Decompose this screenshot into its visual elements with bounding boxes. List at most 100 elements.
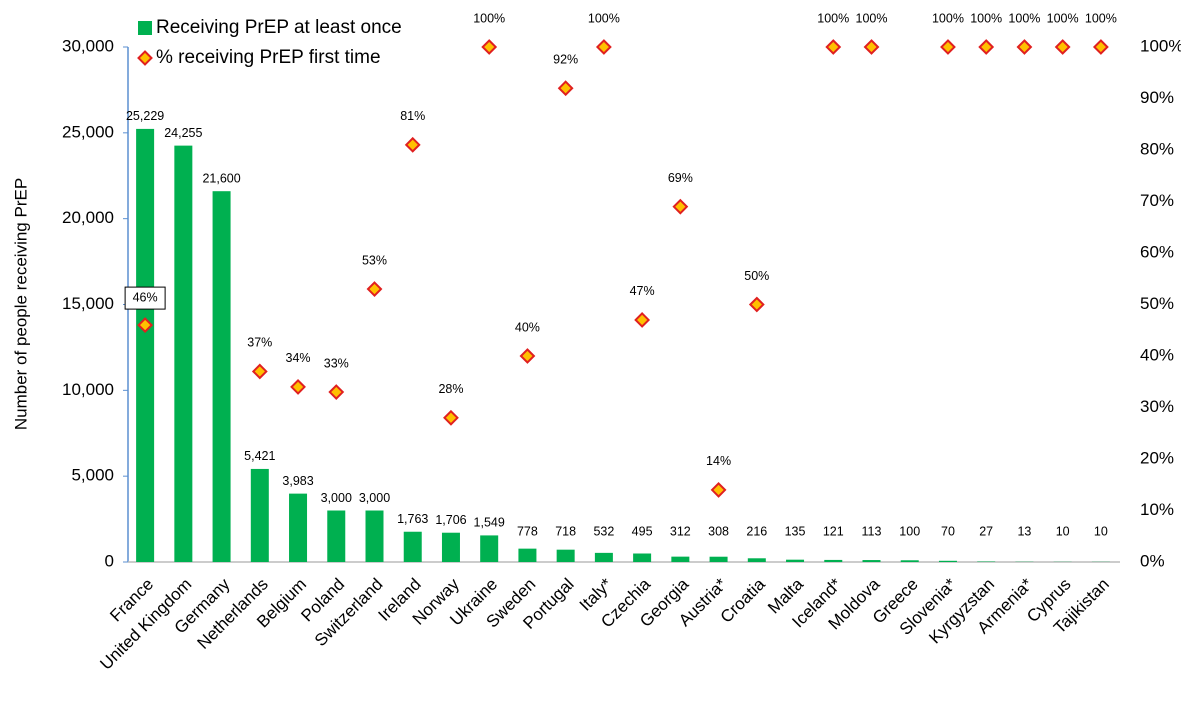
marker xyxy=(863,39,880,55)
bar xyxy=(633,553,652,562)
bar xyxy=(327,510,346,562)
bar-value-label: 1,549 xyxy=(474,516,505,530)
bar-value-label: 21,600 xyxy=(202,171,240,185)
bar xyxy=(709,556,728,562)
bar-value-label: 778 xyxy=(517,524,538,538)
bar xyxy=(786,559,805,562)
y2-tick-label: 70% xyxy=(1140,191,1174,210)
bar-value-label: 532 xyxy=(593,524,614,538)
bar xyxy=(136,128,155,562)
bar xyxy=(174,145,193,562)
marker-value-label: 50% xyxy=(744,269,769,283)
marker-value-label: 100% xyxy=(817,11,849,25)
y-tick-label: 10,000 xyxy=(62,380,114,399)
y-tick-label: 25,000 xyxy=(62,122,114,141)
y2-tick-label: 80% xyxy=(1140,139,1174,158)
marker-value-label: 33% xyxy=(324,356,349,370)
bar xyxy=(212,191,231,562)
marker-value-label: 28% xyxy=(438,382,463,396)
bar-value-label: 1,706 xyxy=(435,513,466,527)
bar-value-label: 216 xyxy=(746,524,767,538)
marker xyxy=(672,198,689,215)
bar-value-label: 135 xyxy=(785,524,806,538)
bar xyxy=(518,548,537,562)
marker xyxy=(710,481,727,498)
marker xyxy=(1054,39,1071,55)
marker-value-label: 46% xyxy=(133,290,158,304)
bar-value-label: 3,000 xyxy=(359,491,390,505)
bar xyxy=(938,560,957,562)
marker xyxy=(825,39,842,55)
y2-tick-label: 10% xyxy=(1140,500,1174,519)
marker-value-label: 34% xyxy=(286,351,311,365)
marker-value-label: 53% xyxy=(362,253,387,267)
bar-value-label: 3,000 xyxy=(321,491,352,505)
marker xyxy=(978,39,995,55)
marker-value-label: 47% xyxy=(630,284,655,298)
marker xyxy=(251,363,268,380)
marker xyxy=(634,312,651,328)
marker-value-label: 100% xyxy=(932,11,964,25)
bar xyxy=(480,535,499,562)
legend-swatch xyxy=(137,50,153,66)
bar-value-label: 27 xyxy=(979,524,993,538)
bar-value-label: 13 xyxy=(1017,524,1031,538)
bar xyxy=(441,532,460,562)
bar xyxy=(671,556,690,562)
marker-value-label: 100% xyxy=(970,11,1002,25)
y2-tick-label: 60% xyxy=(1140,242,1174,261)
marker-value-label: 100% xyxy=(1047,11,1079,25)
legend-label: Receiving PrEP at least once xyxy=(156,17,402,38)
bar-value-label: 100 xyxy=(899,524,920,538)
marker-value-label: 92% xyxy=(553,52,578,66)
bar xyxy=(289,493,308,562)
y-tick-label: 0 xyxy=(105,551,114,570)
y-tick-label: 30,000 xyxy=(62,36,114,55)
marker-value-label: 100% xyxy=(473,11,505,25)
marker xyxy=(1092,39,1109,55)
marker-value-label: 69% xyxy=(668,171,693,185)
y-tick-label: 20,000 xyxy=(62,208,114,227)
bar xyxy=(747,558,766,562)
bar-value-label: 5,421 xyxy=(244,449,275,463)
marker-value-label: 14% xyxy=(706,454,731,468)
y-tick-label: 5,000 xyxy=(71,466,114,485)
marker xyxy=(290,378,306,395)
legend-label: % receiving PrEP first time xyxy=(156,47,381,68)
marker xyxy=(519,348,536,364)
marker-value-label: 37% xyxy=(247,336,272,350)
bar-value-label: 3,983 xyxy=(282,474,313,488)
bar-value-label: 25,229 xyxy=(126,109,164,123)
bar-value-label: 718 xyxy=(555,524,576,538)
bar-value-label: 121 xyxy=(823,524,844,538)
marker xyxy=(940,39,956,55)
marker-value-label: 100% xyxy=(1008,11,1040,25)
y2-tick-label: 0% xyxy=(1140,551,1165,570)
legend-swatch xyxy=(138,21,152,35)
marker xyxy=(557,80,574,97)
bar xyxy=(250,468,269,562)
bar-value-label: 24,255 xyxy=(164,126,202,140)
bar xyxy=(900,560,919,562)
y2-tick-label: 100% xyxy=(1140,36,1181,55)
marker xyxy=(404,136,421,153)
marker xyxy=(137,317,154,334)
y2-tick-label: 30% xyxy=(1140,397,1174,416)
marker-value-label: 100% xyxy=(588,11,620,25)
bar-value-label: 70 xyxy=(941,524,955,538)
y2-tick-label: 50% xyxy=(1140,294,1174,313)
bar xyxy=(824,559,843,562)
bar-value-label: 1,763 xyxy=(397,512,428,526)
bar-value-label: 495 xyxy=(632,524,653,538)
marker xyxy=(748,296,765,313)
bar-value-label: 10 xyxy=(1056,524,1070,538)
y-axis-label: Number of people receiving PrEP xyxy=(11,178,30,430)
marker-value-label: 100% xyxy=(1085,11,1117,25)
y2-tick-label: 40% xyxy=(1140,345,1174,364)
marker xyxy=(443,409,459,426)
bar xyxy=(403,531,422,562)
bar-value-label: 308 xyxy=(708,524,729,538)
bar-value-label: 113 xyxy=(862,524,882,538)
